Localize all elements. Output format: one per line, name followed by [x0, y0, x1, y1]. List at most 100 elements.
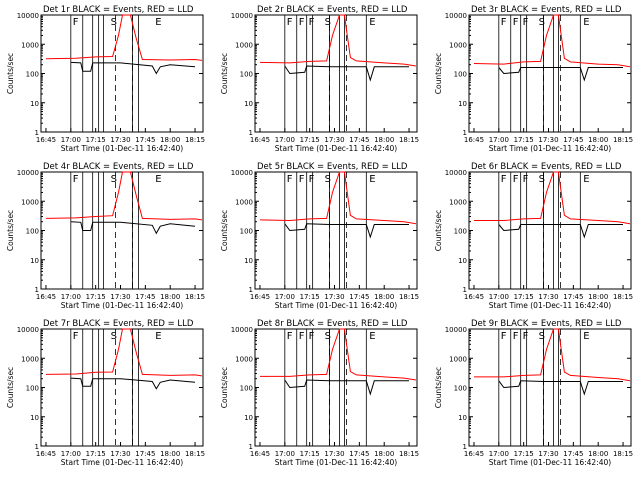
lld-series-line	[474, 171, 631, 225]
events-series-line	[70, 377, 196, 390]
marker-label: F	[523, 17, 529, 28]
marker-label: F	[513, 174, 519, 185]
y-tick-label: 10000	[445, 326, 467, 334]
x-tick-label: 17:45	[349, 293, 369, 301]
x-tick-label: 17:30	[324, 450, 344, 458]
events-series-line	[498, 67, 623, 82]
marker-label: E	[155, 331, 161, 342]
marker-label: F	[513, 331, 519, 342]
y-tick-label: 10	[458, 257, 467, 265]
x-tick-label: 17:30	[110, 136, 130, 144]
x-tick-label: 18:00	[160, 293, 180, 301]
y-tick-label: 1000	[21, 41, 39, 49]
x-tick-label: 17:45	[563, 136, 583, 144]
x-tick-label: 17:45	[349, 136, 369, 144]
x-tick-label: 17:15	[86, 293, 106, 301]
y-tick-label: 1	[463, 286, 467, 294]
x-tick-label: 16:45	[36, 293, 56, 301]
y-tick-label: 10	[30, 414, 39, 422]
lld-series-line	[259, 14, 417, 67]
marker-label: E	[155, 17, 161, 28]
marker-label: F	[73, 174, 79, 185]
plot-frame	[40, 328, 204, 447]
lld-series-line	[45, 171, 203, 221]
chart-title: Det 9r BLACK = Events, RED = LLD	[471, 319, 622, 329]
x-tick-label: 17:45	[563, 293, 583, 301]
x-tick-label: 17:15	[514, 293, 534, 301]
lld-series-line	[260, 328, 417, 381]
y-tick-label: 1	[463, 443, 467, 451]
lld-series-line	[474, 328, 631, 382]
marker-label: E	[369, 17, 375, 28]
x-axis-label: Start Time (01-Dec-11 16:42:40)	[275, 458, 397, 467]
y-tick-label: 10000	[17, 12, 39, 20]
marker-label: S	[111, 17, 117, 28]
chart-panel: Det 2r BLACK = Events, RED = LLD 1 10 100 10…	[220, 5, 419, 153]
lld-series-line	[259, 171, 417, 225]
marker-label: F	[501, 331, 507, 342]
x-tick-label: 17:45	[349, 450, 369, 458]
marker-label: F	[523, 174, 529, 185]
marker-label: F	[309, 17, 315, 28]
x-tick-label: 17:15	[514, 450, 534, 458]
chart-panel: Det 7r BLACK = Events, RED = LLD 1 10 100 10…	[6, 319, 205, 467]
y-tick-label: 1	[249, 286, 253, 294]
marker-label: E	[583, 331, 589, 342]
x-tick-label: 17:15	[300, 450, 320, 458]
lld-series-line	[473, 14, 631, 68]
x-tick-label: 17:45	[135, 136, 155, 144]
x-tick-label: 18:00	[160, 450, 180, 458]
y-tick-label: 1	[35, 443, 39, 451]
plot-frame	[254, 14, 418, 133]
x-tick-label: 17:45	[135, 450, 155, 458]
events-series-line	[284, 65, 409, 82]
y-tick-label: 10	[458, 414, 467, 422]
x-tick-label: 17:15	[300, 293, 320, 301]
x-tick-label: 17:30	[324, 136, 344, 144]
x-tick-label: 18:00	[374, 136, 394, 144]
y-tick-label: 100	[240, 385, 253, 393]
chart-panel: Det 4r BLACK = Events, RED = LLD 1 10 100 10…	[6, 162, 205, 310]
x-tick-label: 17:00	[489, 450, 509, 458]
y-axis-label: Counts/sec	[6, 367, 15, 408]
x-axis-label: Start Time (01-Dec-11 16:42:40)	[61, 301, 183, 310]
events-series-line	[70, 61, 196, 75]
marker-label: S	[325, 331, 331, 342]
marker-label: F	[73, 17, 79, 28]
x-tick-label: 17:30	[110, 293, 130, 301]
y-tick-label: 100	[240, 228, 253, 236]
chart-title: Det 8r BLACK = Events, RED = LLD	[257, 319, 408, 329]
chart-title: Det 1r BLACK = Events, RED = LLD	[43, 5, 194, 15]
x-tick-label: 17:00	[275, 293, 295, 301]
x-tick-label: 18:00	[374, 450, 394, 458]
chart-panel: Det 5r BLACK = Events, RED = LLD 1 10 100 10…	[220, 162, 419, 310]
x-tick-label: 17:00	[61, 450, 81, 458]
y-tick-label: 10	[244, 100, 253, 108]
chart-panel: Det 3r BLACK = Events, RED = LLD 1 10 100 10…	[434, 5, 633, 153]
x-tick-label: 17:30	[324, 293, 344, 301]
y-tick-label: 100	[26, 71, 39, 79]
x-axis-label: Start Time (01-Dec-11 16:42:40)	[275, 301, 397, 310]
y-tick-label: 1000	[449, 41, 467, 49]
x-tick-label: 16:45	[250, 136, 270, 144]
x-tick-label: 16:45	[464, 450, 484, 458]
y-tick-label: 100	[454, 228, 467, 236]
x-tick-label: 18:15	[185, 450, 205, 458]
x-tick-label: 17:00	[275, 450, 295, 458]
x-tick-label: 17:15	[86, 450, 106, 458]
plot-frame	[40, 14, 204, 133]
marker-label: E	[583, 17, 589, 28]
marker-label: S	[539, 174, 545, 185]
y-tick-label: 1000	[449, 198, 467, 206]
y-tick-label: 1000	[21, 198, 39, 206]
x-tick-label: 17:30	[538, 136, 558, 144]
chart-panel: Det 1r BLACK = Events, RED = LLD 1 10 100 10…	[6, 5, 205, 153]
marker-label: F	[73, 331, 79, 342]
x-tick-label: 17:00	[61, 293, 81, 301]
marker-label: E	[583, 174, 589, 185]
y-tick-label: 1000	[235, 41, 253, 49]
x-axis-label: Start Time (01-Dec-11 16:42:40)	[489, 458, 611, 467]
marker-label: F	[287, 331, 293, 342]
x-tick-label: 17:15	[86, 136, 106, 144]
y-axis-label: Counts/sec	[220, 53, 229, 94]
